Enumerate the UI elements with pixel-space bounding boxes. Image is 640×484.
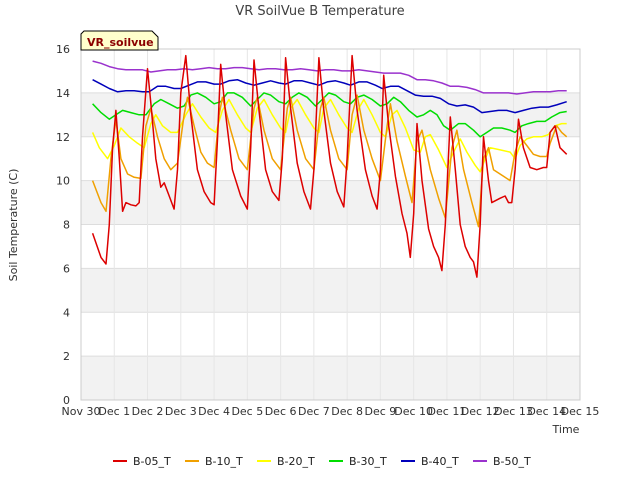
x-tick-label: Dec 9 — [365, 405, 397, 418]
plot-band — [81, 180, 580, 225]
x-tick-label: Nov 30 — [62, 405, 101, 418]
x-tick-label: Dec 3 — [165, 405, 197, 418]
legend-label: B-20_T — [277, 455, 315, 468]
y-tick-label: 0 — [63, 394, 70, 407]
y-tick-label: 16 — [56, 43, 70, 56]
x-tick-label: Dec 7 — [298, 405, 330, 418]
series-line-b-20_t — [91, 98, 567, 173]
x-tick-label: Dec 2 — [132, 405, 164, 418]
x-tick-label: Dec 10 — [394, 405, 433, 418]
series-line-b-10_t — [91, 94, 568, 228]
x-tick-label: Dec 11 — [428, 405, 467, 418]
legend-label: B-50_T — [493, 455, 531, 468]
plot-frame — [80, 48, 581, 401]
legend-label: B-10_T — [205, 455, 243, 468]
x-tick-label: Dec 15 — [561, 405, 600, 418]
chart-title: VR SoilVue B Temperature — [235, 4, 404, 19]
y-tick-label: 2 — [63, 350, 70, 363]
site-label-frame — [80, 30, 159, 51]
x-tick-label: Dec 8 — [331, 405, 363, 418]
y-axis-label: Soil Temperature (C) — [7, 169, 20, 282]
x-tick-label: Dec 1 — [98, 405, 130, 418]
y-tick-label: 10 — [56, 175, 70, 188]
x-tick-label: Dec 5 — [231, 405, 263, 418]
site-label-box: VR_soilvue — [80, 30, 159, 51]
x-tick-label: Dec 6 — [265, 405, 297, 418]
x-tick-label: Dec 14 — [527, 405, 566, 418]
y-tick-label: 14 — [56, 87, 70, 100]
x-axis-label: Time — [552, 423, 580, 436]
series-lines — [91, 54, 568, 278]
y-tick-label: 12 — [56, 131, 70, 144]
legend-label: B-40_T — [421, 455, 459, 468]
series-line-b-05_t — [91, 54, 568, 278]
site-label: VR_soilvue — [87, 36, 154, 49]
plot-band — [81, 356, 580, 400]
legend-label: B-30_T — [349, 455, 387, 468]
y-tick-label: 8 — [63, 219, 70, 232]
plot-band — [81, 268, 580, 313]
x-tick-label: Dec 12 — [461, 405, 500, 418]
legend: B-05_T B-10_T B-20_T B-30_T B-40_T B-50_T — [113, 455, 531, 468]
legend-label: B-05_T — [133, 455, 171, 468]
y-tick-label: 6 — [63, 262, 70, 275]
x-tick-label: Dec 13 — [494, 405, 533, 418]
series-line-b-30_t — [92, 92, 567, 138]
x-tick-label: Dec 4 — [198, 405, 230, 418]
series-line-b-40_t — [92, 78, 567, 114]
series-line-b-50_t — [92, 60, 567, 95]
y-tick-label: 4 — [63, 306, 70, 319]
y-axis-ticks: 0 2 4 6 8 10 12 14 16 — [56, 43, 70, 407]
plot-bands — [81, 92, 580, 400]
